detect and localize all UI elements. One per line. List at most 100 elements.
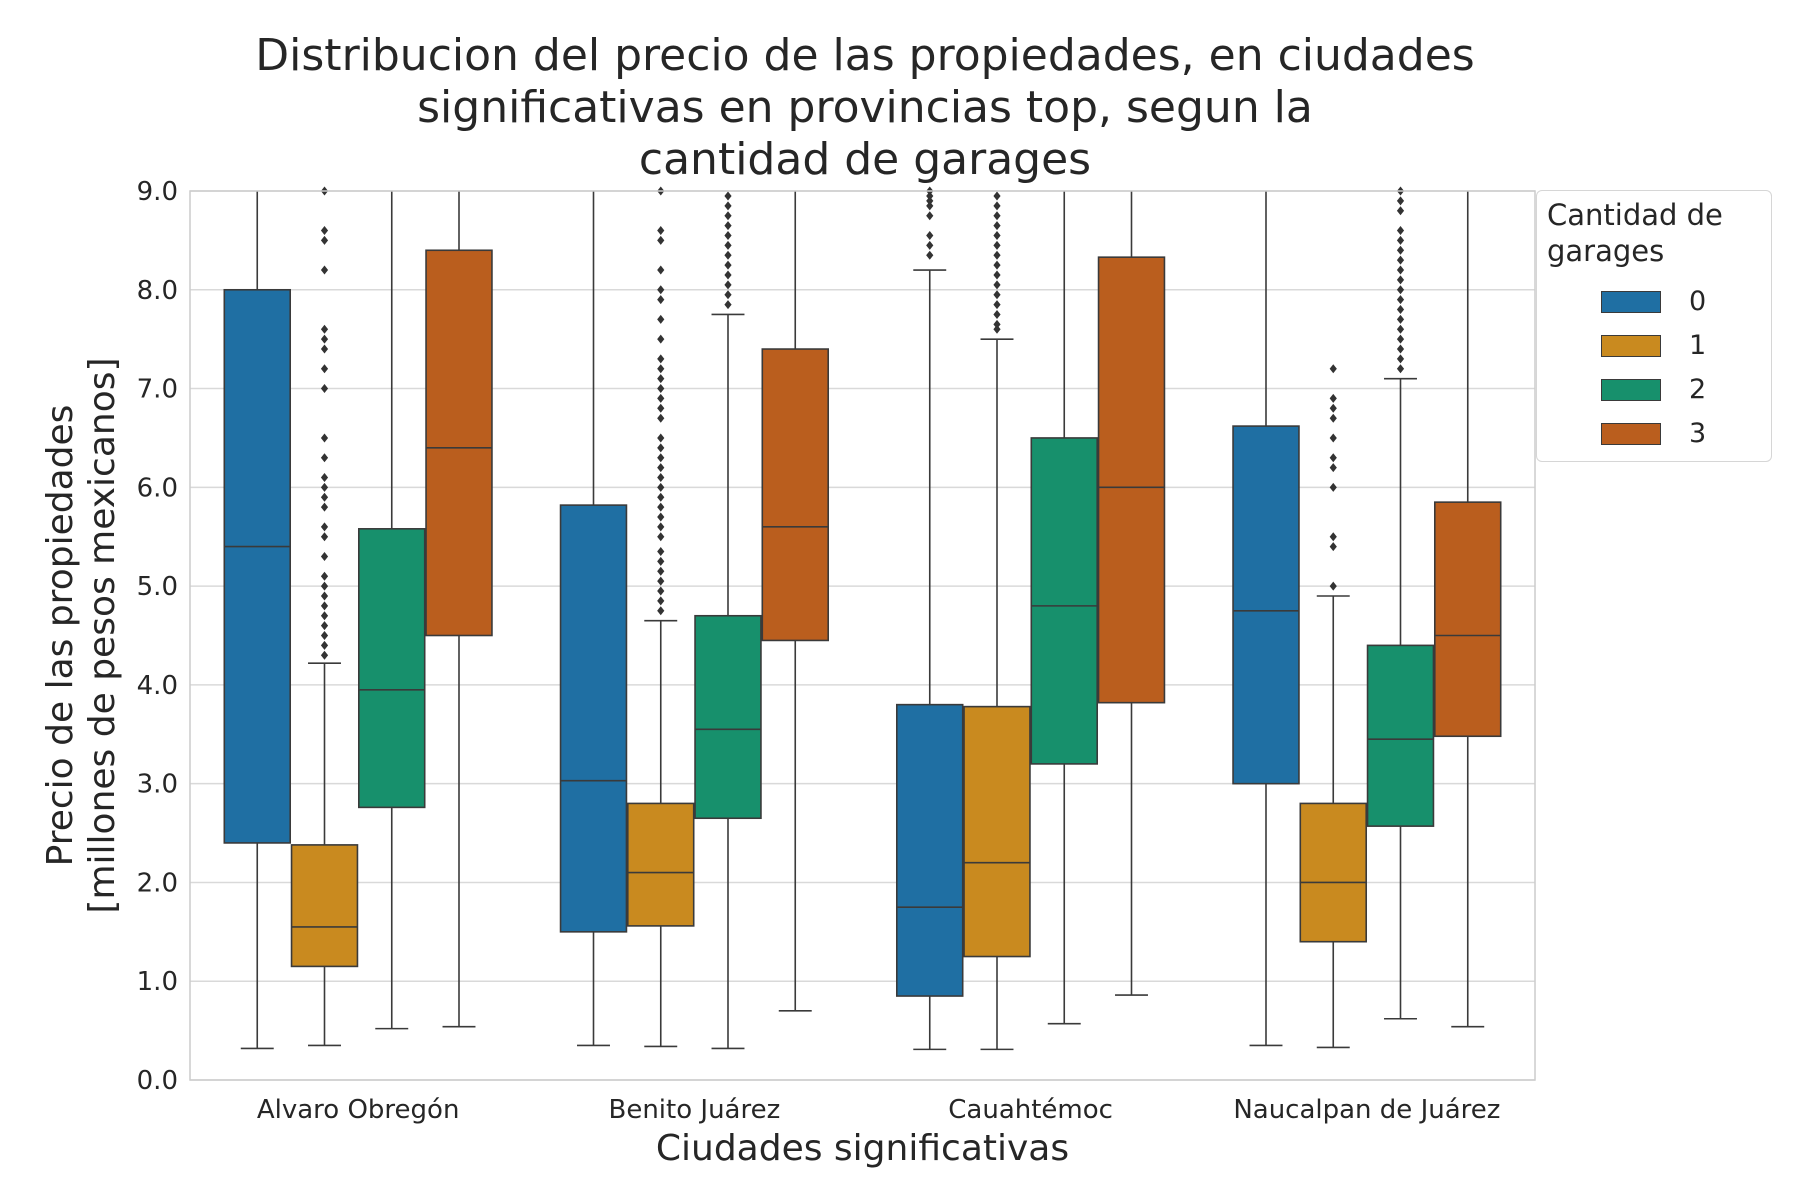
outlier-point xyxy=(993,319,1001,329)
box-body xyxy=(1433,501,1502,738)
y-tick-label: 8.0 xyxy=(137,276,178,306)
outlier-point xyxy=(926,196,934,206)
outlier-point xyxy=(320,631,329,640)
outlier-point xyxy=(1396,344,1405,354)
outlier-point xyxy=(657,492,665,502)
box-2-1 xyxy=(694,191,762,1050)
box-0-0 xyxy=(223,191,292,1050)
box-body xyxy=(1299,802,1368,943)
box-0-1 xyxy=(559,191,628,1047)
outlier-point xyxy=(1396,255,1405,265)
outlier-point xyxy=(320,571,329,581)
chart-title: Distribucion del precio de las propiedad… xyxy=(0,30,1730,186)
outlier-point xyxy=(657,547,665,557)
box-0-3 xyxy=(1232,191,1300,1047)
legend-label-1: 1 xyxy=(1689,330,1707,361)
x-tick-labels: Alvaro Obregón Benito Juárez Cauahtémoc Nau… xyxy=(257,1095,1501,1125)
outlier-point xyxy=(1396,354,1405,364)
outlier-point xyxy=(926,240,934,250)
outlier-point xyxy=(1329,463,1337,473)
box-1-1 xyxy=(626,186,695,1048)
outlier-point xyxy=(320,235,329,245)
legend-title: Cantidad de garages xyxy=(1547,197,1723,269)
x-tick-label: Cauahtémoc xyxy=(948,1095,1113,1125)
outlier-point xyxy=(993,201,1001,211)
outlier-point xyxy=(993,270,1001,280)
outlier-point xyxy=(993,230,1001,240)
outlier-point xyxy=(320,502,329,512)
y-tick-label: 6.0 xyxy=(137,473,178,503)
outlier-point xyxy=(657,334,665,344)
outlier-point xyxy=(724,270,732,280)
legend-swatch-2 xyxy=(1601,379,1661,401)
outlier-point xyxy=(657,226,665,236)
outlier-point xyxy=(724,211,732,221)
outlier-point xyxy=(926,250,934,260)
box-1-2 xyxy=(963,191,1031,1051)
box-3-3 xyxy=(1433,191,1502,1028)
box-body xyxy=(1030,437,1099,765)
outlier-point xyxy=(993,300,1001,310)
outlier-point xyxy=(320,650,329,660)
outlier-point xyxy=(657,374,665,384)
outlier-point xyxy=(320,611,329,621)
outlier-point xyxy=(657,576,665,586)
legend-label-0: 0 xyxy=(1689,286,1707,317)
outlier-point xyxy=(724,280,732,290)
outlier-point xyxy=(1396,285,1405,295)
outlier-point xyxy=(1396,334,1405,344)
outlier-point xyxy=(1329,542,1337,552)
outlier-point xyxy=(320,640,329,650)
outlier-point xyxy=(724,240,732,250)
outlier-point xyxy=(724,290,732,300)
outlier-point xyxy=(657,393,665,403)
outlier-point xyxy=(657,354,665,364)
legend-label-3: 3 xyxy=(1689,418,1707,449)
chart-title-line-1: Distribucion del precio de las propiedad… xyxy=(255,30,1475,81)
box-body xyxy=(963,705,1031,958)
outlier-point xyxy=(657,512,665,522)
outlier-point xyxy=(657,364,665,374)
legend-swatch-1 xyxy=(1601,335,1661,357)
outlier-point xyxy=(320,324,329,334)
outlier-point xyxy=(724,201,732,211)
outlier-point xyxy=(657,433,665,443)
outlier-point xyxy=(657,314,665,324)
outlier-point xyxy=(1396,314,1405,324)
outlier-point xyxy=(993,280,1001,290)
y-tick-label: 9.0 xyxy=(137,177,178,207)
y-axis-label-line-2: [millones de pesos mexicanos] xyxy=(82,357,123,913)
outlier-point xyxy=(320,581,329,591)
box-body xyxy=(559,504,628,933)
y-axis-label-line-1: Precio de las propiedades xyxy=(40,405,81,867)
outlier-point xyxy=(1396,265,1405,275)
outlier-point xyxy=(993,211,1001,221)
legend-label-2: 2 xyxy=(1689,374,1707,405)
outlier-point xyxy=(993,309,1001,319)
outlier-point xyxy=(320,601,329,611)
box-series xyxy=(223,186,1502,1051)
outlier-point xyxy=(1396,235,1405,245)
outlier-point xyxy=(1329,433,1337,443)
outlier-point xyxy=(657,265,665,275)
outlier-point xyxy=(1396,196,1405,206)
outlier-point xyxy=(657,606,665,616)
outlier-point xyxy=(320,472,329,482)
box-1-0 xyxy=(290,186,359,1047)
outlier-point xyxy=(724,230,732,240)
outlier-point xyxy=(1396,364,1405,374)
box-2-2 xyxy=(1030,191,1099,1025)
outlier-point xyxy=(993,221,1001,231)
y-tick-label: 4.0 xyxy=(137,671,178,701)
outlier-point xyxy=(724,300,732,310)
outlier-point xyxy=(1329,453,1337,463)
outlier-point xyxy=(320,364,329,374)
box-body xyxy=(895,703,964,997)
x-tick-label: Alvaro Obregón xyxy=(257,1095,460,1125)
outlier-point xyxy=(657,384,665,394)
outlier-point xyxy=(1396,206,1405,216)
x-tick-label: Benito Juárez xyxy=(609,1095,781,1125)
box-body xyxy=(357,528,426,809)
legend-swatch-3 xyxy=(1601,423,1661,445)
chart-title-line-2: significativas en provincias top, segun … xyxy=(417,82,1313,133)
